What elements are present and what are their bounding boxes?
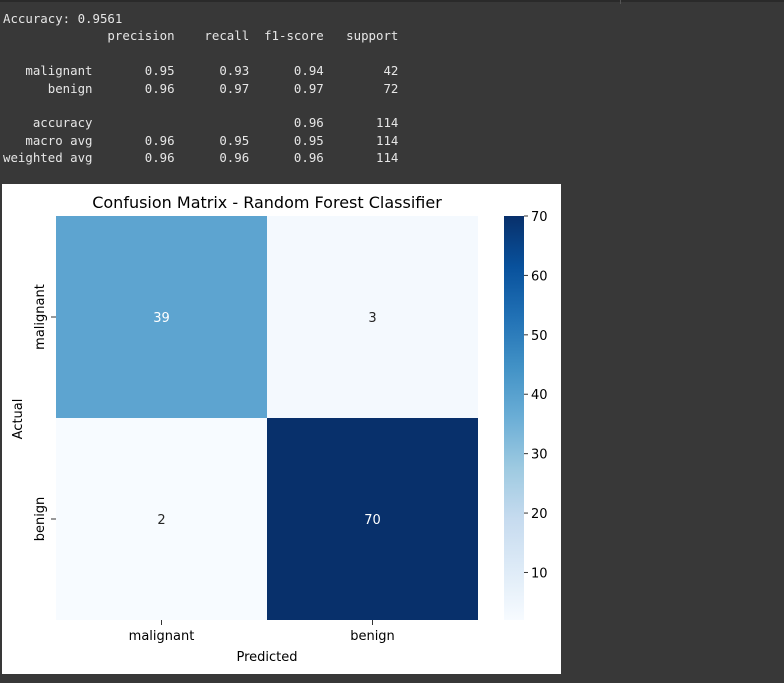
colorbar-tick-label: 20 — [531, 507, 548, 522]
y-tick-label: malignant — [33, 284, 48, 350]
console-line: weighted avg 0.96 0.96 0.96 114 — [3, 150, 399, 166]
console-line: accuracy 0.96 114 — [3, 115, 399, 131]
top-border-tick — [620, 0, 621, 4]
colorbar-tick-label: 40 — [531, 388, 548, 403]
heatmap-cell — [267, 216, 478, 418]
classification-report-output: Accuracy: 0.9561 precision recall f1-sco… — [3, 10, 398, 167]
confusion-matrix-figure: Confusion Matrix - Random Forest Classif… — [2, 184, 561, 674]
console-line: benign 0.96 0.97 0.97 72 — [3, 80, 399, 96]
cell-value-label: 3 — [368, 311, 376, 326]
console-line — [3, 97, 398, 114]
heatmap-cell — [56, 216, 267, 418]
x-axis-label: Predicted — [236, 650, 297, 665]
top-border — [0, 0, 784, 2]
colorbar-tick-label: 30 — [531, 448, 548, 463]
heatmap-cell — [267, 418, 478, 620]
x-tick-label: benign — [350, 629, 395, 644]
heatmap-cell — [56, 418, 267, 620]
colorbar — [504, 216, 524, 620]
cell-value-label: 2 — [157, 513, 165, 528]
colorbar-tick-label: 60 — [531, 269, 548, 284]
x-tick-label: malignant — [129, 629, 195, 644]
chart-title: Confusion Matrix - Random Forest Classif… — [92, 193, 442, 212]
confusion-matrix-chart: Confusion Matrix - Random Forest Classif… — [11, 193, 548, 665]
colorbar-tick-label: 70 — [531, 210, 548, 225]
console-line — [3, 45, 398, 62]
console-line: Accuracy: 0.9561 — [3, 11, 123, 26]
colorbar-tick-label: 50 — [531, 329, 548, 344]
console-line: malignant 0.95 0.93 0.94 42 — [3, 63, 399, 79]
cell-value-label: 70 — [364, 513, 381, 528]
console-line: macro avg 0.96 0.95 0.95 114 — [3, 132, 399, 148]
console-line: precision recall f1-score support — [3, 28, 399, 44]
cell-value-label: 39 — [153, 311, 170, 326]
y-axis-label: Actual — [11, 399, 26, 440]
colorbar-tick-label: 10 — [531, 566, 548, 581]
y-tick-label: benign — [33, 497, 48, 542]
